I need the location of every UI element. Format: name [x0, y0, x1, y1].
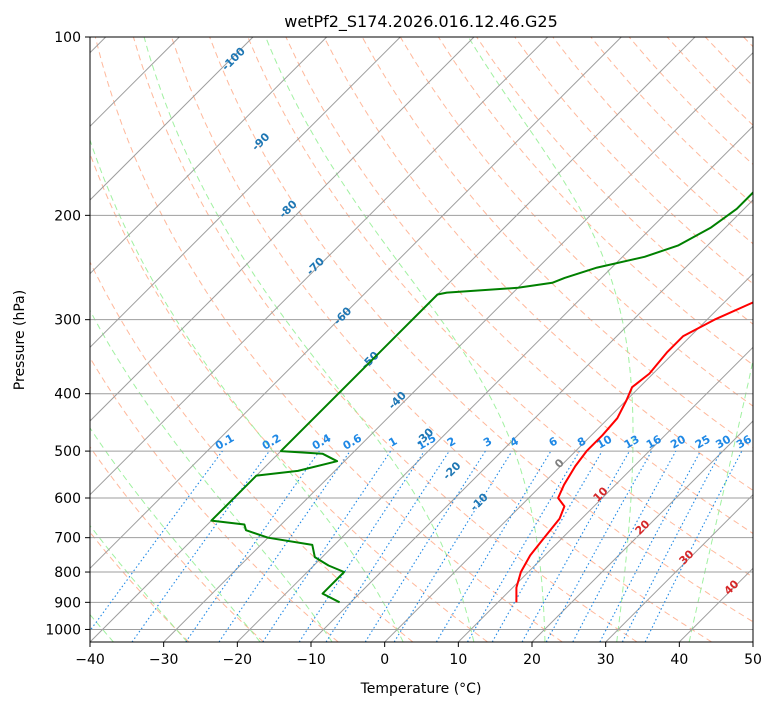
- moist-adiabat-line: [90, 524, 188, 642]
- isotherm-line: [90, 37, 622, 570]
- chart-title: wetPf2_S174.2026.016.12.46.G25: [284, 12, 558, 32]
- x-tick-label: 10: [449, 652, 467, 668]
- mixing-ratio-line: [298, 450, 425, 642]
- moist-adiabat-line: [90, 138, 404, 642]
- mixing-ratio-line: [545, 450, 653, 642]
- mixing-ratio-line: [325, 450, 450, 642]
- dry-adiabat-line: [209, 37, 753, 623]
- dry-adiabat-line: [285, 37, 753, 535]
- y-tick-label: 700: [54, 531, 81, 547]
- plot-frame: [89, 36, 754, 643]
- y-tick-label: 800: [54, 565, 81, 581]
- x-tick-label: 50: [744, 652, 762, 668]
- moist-adiabat-line: [265, 37, 546, 642]
- x-tick-label: 0: [380, 652, 389, 668]
- isotherm-line: [90, 37, 475, 422]
- x-tick-label: −30: [149, 652, 179, 668]
- mixing-ratio-line: [393, 450, 513, 642]
- dry-adiabat-line: [132, 37, 638, 642]
- moist-adiabat-line: [90, 427, 261, 642]
- x-tick-label: −40: [75, 652, 105, 668]
- y-tick-label: 400: [54, 387, 81, 403]
- isotherms: [90, 37, 753, 642]
- isotherm-line: [90, 37, 254, 201]
- y-tick-label: 600: [54, 491, 81, 507]
- dewpoint-profile: [210, 191, 753, 604]
- y-tick-label: 300: [54, 313, 81, 329]
- moist-adiabat-line: [688, 358, 753, 642]
- moist-adiabat-line: [143, 37, 475, 642]
- isotherm-line: [90, 37, 328, 275]
- isotherm-line: [90, 37, 549, 496]
- dry-adiabat-line: [476, 37, 753, 325]
- mixing-ratio-line: [185, 450, 320, 642]
- isotherm-line: [605, 493, 753, 642]
- mixing-ratio-line: [218, 450, 351, 642]
- x-tick-label: 20: [523, 652, 541, 668]
- mixing-ratio-line: [572, 450, 677, 642]
- dry-adiabats: [90, 37, 753, 642]
- y-tick-label: 200: [54, 208, 81, 224]
- dry-adiabat-line: [171, 37, 712, 642]
- y-axis-label: Pressure (hPa): [12, 290, 28, 390]
- dry-adiabat-line: [90, 446, 264, 642]
- isotherm-line: [531, 420, 753, 642]
- temperature-profile: [515, 301, 753, 603]
- isotherm-line: [236, 125, 753, 642]
- mixing-ratio-line: [90, 450, 223, 632]
- y-tick-label: 900: [54, 595, 81, 611]
- y-axis: 100 200 300 400 500 600 700 800 900 1000: [45, 30, 90, 638]
- isotherm-line: [384, 272, 753, 642]
- x-tick-label: −10: [296, 652, 326, 668]
- mixing-ratio-line: [521, 450, 630, 642]
- isotherm-line: [90, 37, 401, 349]
- dry-adiabat-line: [323, 37, 753, 491]
- dry-adiabat-line: [90, 356, 339, 642]
- isotherm-line: [163, 51, 753, 642]
- isotherm-line: [457, 346, 753, 642]
- dry-adiabat-line: [247, 37, 753, 578]
- dry-adiabat-line: [514, 37, 753, 285]
- y-tick-label: 1000: [45, 622, 81, 638]
- plot-area: 0.1 0.2 0.4 0.6 1 1.5 2 3 4 6 8 10 13 16 20 25 30 36-100-…: [90, 37, 754, 642]
- isotherm-line: [310, 199, 753, 642]
- y-tick-label: 100: [54, 30, 81, 46]
- dry-adiabat-line: [90, 260, 414, 642]
- profiles: [210, 191, 753, 604]
- mixing-ratio-line: [131, 450, 270, 642]
- x-axis-label: Temperature (°C): [360, 681, 482, 697]
- mixing-ratio-lines: [90, 450, 743, 642]
- x-tick-label: 30: [597, 652, 615, 668]
- mixing-ratio-line: [262, 450, 392, 642]
- x-tick-label: −20: [223, 652, 253, 668]
- mixing-ratio-label: 36: [734, 432, 754, 451]
- moist-adiabat-line: [90, 309, 333, 642]
- x-axis: −40 −30 −20 −10 0 10 20 30 40 50: [75, 642, 762, 668]
- dry-adiabat-line: [94, 37, 563, 642]
- y-tick-label: 500: [54, 444, 81, 460]
- isobar-gridlines: [90, 37, 753, 630]
- mixing-ratio-line: [644, 450, 743, 642]
- x-tick-label: 40: [670, 652, 688, 668]
